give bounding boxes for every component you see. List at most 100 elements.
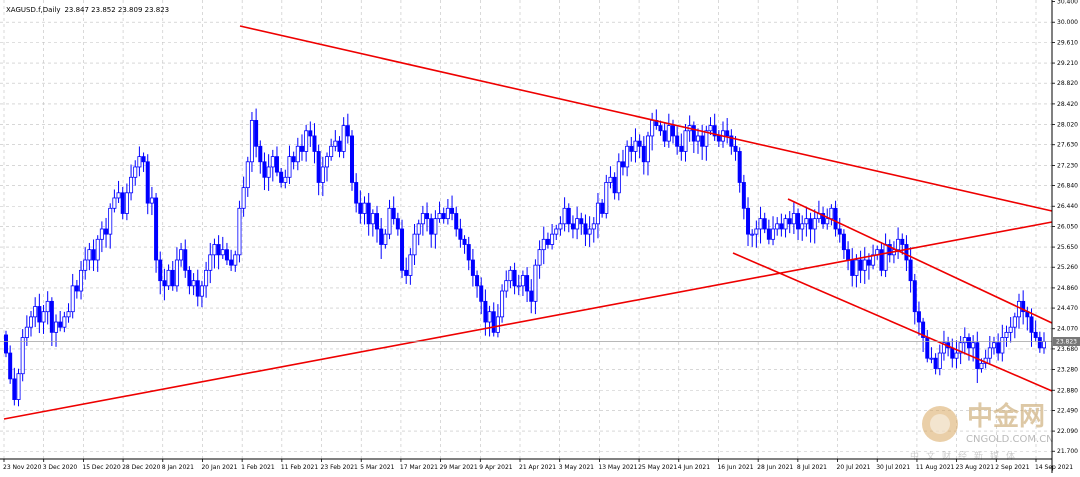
date-tick-label: 8 Jan 2021 bbox=[162, 464, 194, 471]
candle bbox=[683, 124, 688, 162]
candle bbox=[70, 273, 75, 319]
trendline-channel-top[interactable] bbox=[787, 198, 1053, 324]
candle-body-bear bbox=[996, 342, 1001, 354]
candle bbox=[370, 209, 375, 237]
candle bbox=[174, 247, 179, 292]
date-tick-label: 28 Jun 2021 bbox=[757, 464, 793, 471]
candle-body-bear bbox=[483, 300, 488, 323]
candle-body-bear bbox=[879, 249, 884, 271]
candle bbox=[641, 136, 646, 175]
trendline-channel-bottom[interactable] bbox=[732, 252, 1053, 392]
price-tick-label: 23.680 bbox=[1057, 346, 1078, 353]
candle-body-bear bbox=[779, 223, 784, 230]
candle bbox=[716, 130, 721, 147]
candle-body-bear bbox=[545, 238, 550, 245]
candle bbox=[495, 304, 500, 338]
candle bbox=[837, 217, 842, 243]
candle-body-bull bbox=[487, 311, 492, 323]
candle bbox=[445, 199, 450, 225]
candle bbox=[662, 122, 667, 147]
candle bbox=[120, 186, 125, 220]
candle-body-bull bbox=[54, 321, 59, 333]
candle-body-bear bbox=[308, 130, 313, 137]
candle bbox=[104, 217, 109, 248]
candle bbox=[975, 331, 980, 384]
candle-body-bull bbox=[683, 130, 688, 152]
candle-body-bull bbox=[650, 120, 655, 137]
candle bbox=[504, 270, 509, 298]
candle bbox=[733, 136, 738, 161]
candle-body-bull bbox=[24, 326, 29, 338]
candle bbox=[41, 304, 46, 334]
candle bbox=[170, 261, 175, 291]
candle-body-bull bbox=[116, 192, 121, 199]
candle bbox=[579, 212, 584, 235]
candle-body-bull bbox=[99, 228, 104, 240]
candle-body-bear bbox=[479, 285, 484, 302]
current-price-tag-bg bbox=[1053, 337, 1080, 347]
candle bbox=[612, 172, 617, 200]
watermark-logo-icon bbox=[922, 406, 958, 442]
candle-body-bull bbox=[220, 249, 225, 256]
candle-body-bull bbox=[199, 285, 204, 297]
candle bbox=[12, 367, 17, 406]
candle bbox=[58, 310, 63, 332]
candle-body-bull bbox=[616, 161, 621, 194]
price-tick-label: 22.880 bbox=[1057, 387, 1078, 394]
candle-body-bear bbox=[366, 202, 371, 225]
candle-body-bear bbox=[145, 161, 150, 204]
candle-body-bull bbox=[1042, 341, 1047, 349]
candle bbox=[1029, 308, 1034, 347]
candle-body-bear bbox=[737, 151, 742, 183]
candle-body-bear bbox=[712, 125, 717, 137]
watermark-title: 中金网 bbox=[967, 401, 1045, 432]
candle-body-bear bbox=[912, 280, 917, 313]
candle-body-bull bbox=[854, 259, 859, 276]
trendlines[interactable] bbox=[3, 25, 1053, 420]
candle-body-bear bbox=[921, 321, 926, 338]
candle bbox=[349, 130, 354, 191]
candle bbox=[825, 208, 830, 230]
candle bbox=[941, 330, 946, 361]
candle bbox=[74, 279, 79, 299]
candle-body-bear bbox=[691, 125, 696, 142]
watermark-subtitle: 中文财经新媒体 bbox=[910, 450, 1022, 462]
candle bbox=[916, 301, 921, 336]
candle-body-bull bbox=[412, 233, 417, 256]
trendline-upper-resistance[interactable] bbox=[239, 25, 1053, 212]
candle-body-bear bbox=[262, 161, 267, 178]
candle bbox=[771, 216, 776, 246]
candle bbox=[158, 251, 163, 295]
candle bbox=[245, 156, 250, 197]
current-price-tag: 23.823 bbox=[1053, 337, 1080, 347]
candle-body-bull bbox=[775, 223, 780, 230]
candle bbox=[420, 205, 425, 236]
price-tick-label: 29.610 bbox=[1057, 39, 1078, 46]
candle-body-bull bbox=[1000, 337, 1005, 354]
price-tick-label: 26.050 bbox=[1057, 223, 1078, 230]
candle-body-bull bbox=[204, 269, 209, 287]
candle-body-bear bbox=[933, 357, 938, 369]
candle bbox=[608, 166, 613, 189]
candle bbox=[516, 274, 521, 296]
price-tick-label: 24.860 bbox=[1057, 285, 1078, 292]
candle bbox=[708, 117, 713, 135]
candle bbox=[696, 128, 701, 154]
candle bbox=[8, 345, 13, 384]
candle bbox=[412, 223, 417, 265]
candle-body-bear bbox=[91, 249, 96, 261]
candle-body-bull bbox=[304, 130, 309, 152]
candle bbox=[629, 136, 634, 162]
candle-body-bull bbox=[750, 233, 755, 236]
candle-body-bear bbox=[858, 259, 863, 271]
candle-body-bull bbox=[862, 259, 867, 271]
candle bbox=[141, 152, 146, 172]
candle-body-bear bbox=[766, 228, 771, 240]
candle-body-bear bbox=[583, 223, 588, 235]
candle-body-bull bbox=[812, 218, 817, 230]
trendline-lower-support[interactable] bbox=[3, 221, 1053, 420]
price-tick-label: 26.440 bbox=[1057, 203, 1078, 210]
candle bbox=[229, 249, 234, 272]
candle-body-bull bbox=[41, 311, 46, 323]
